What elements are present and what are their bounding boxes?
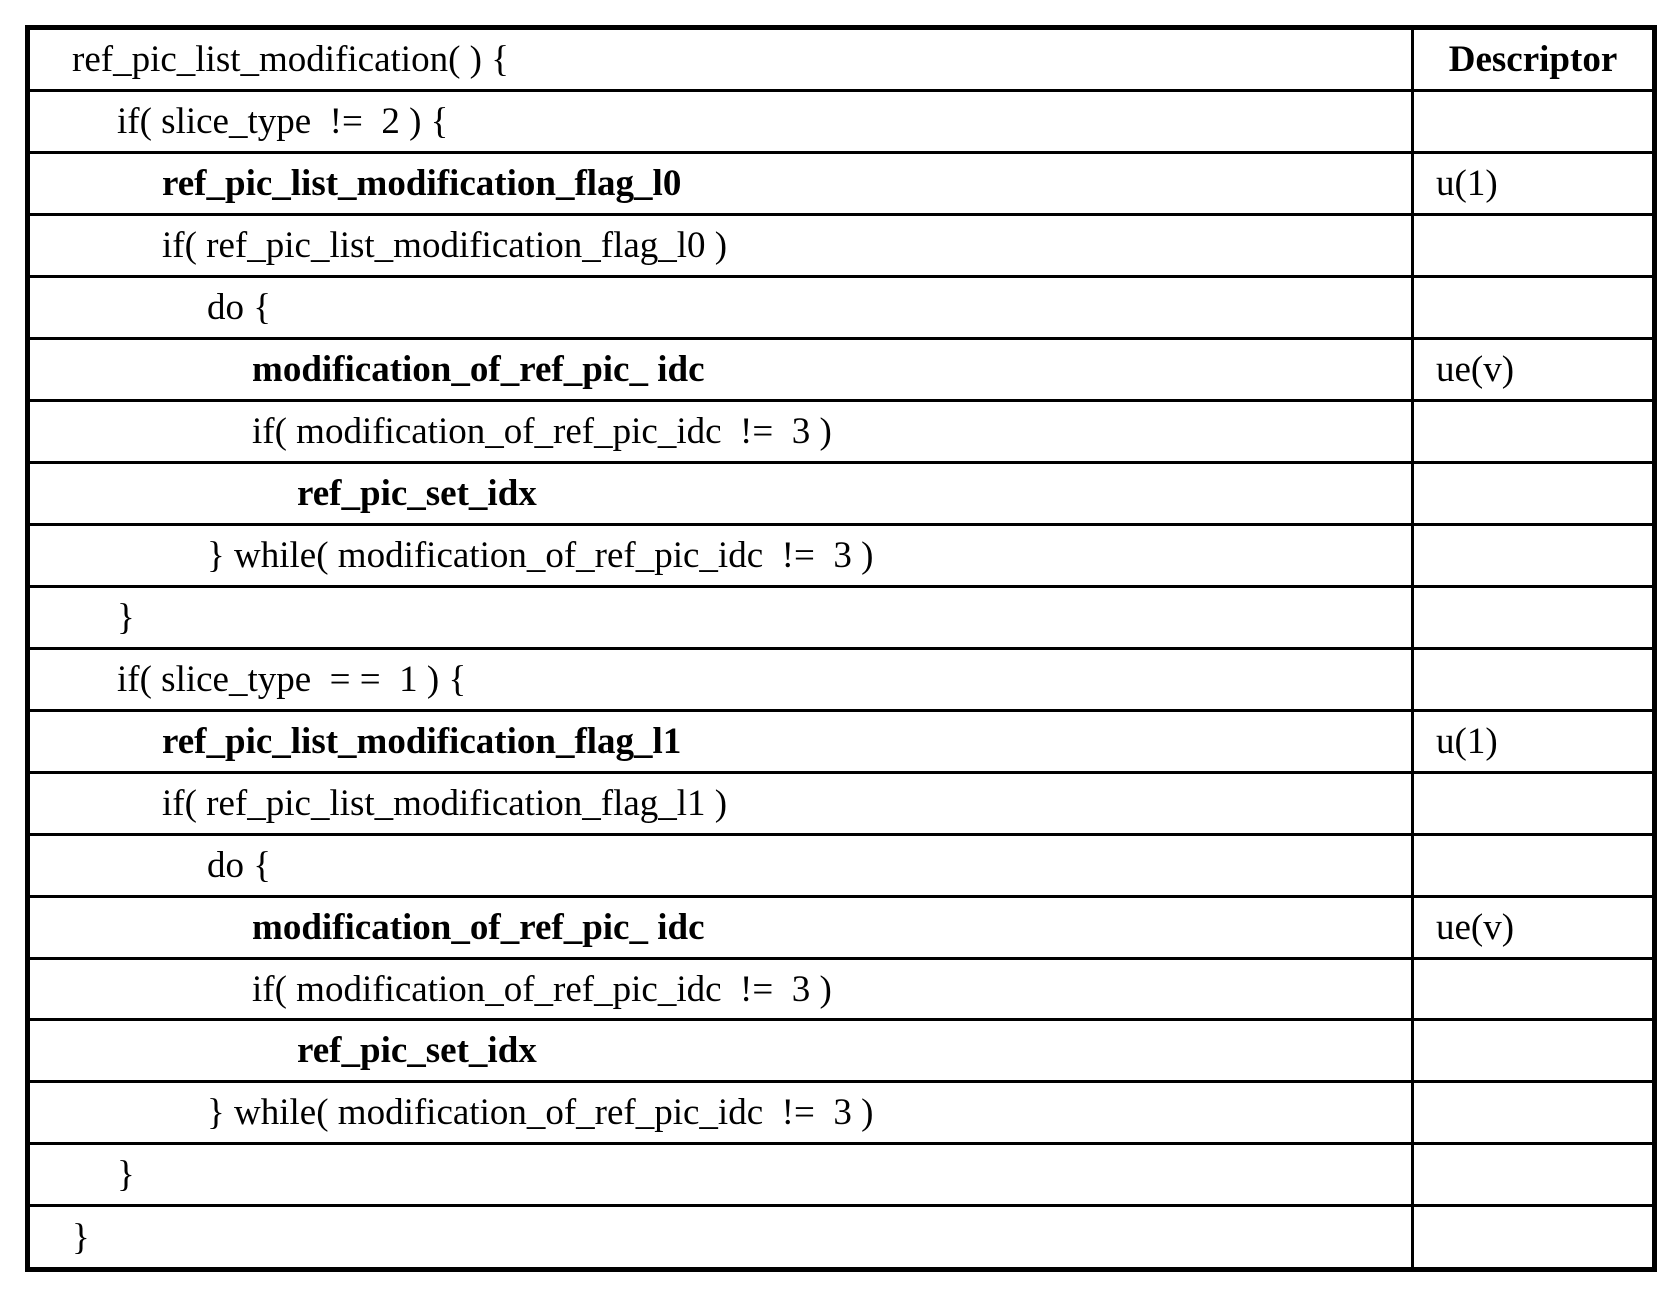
descriptor-cell [1411,275,1656,341]
descriptor-cell [1411,956,1656,1022]
syntax-function-header: ref_pic_list_modification( ) { [26,25,1414,93]
descriptor-cell [1411,399,1656,465]
descriptor-cell [1411,461,1656,526]
syntax-cell: if( modification_of_ref_pic_idc != 3 ) [26,956,1414,1022]
descriptor-cell: ue(v) [1411,894,1656,960]
syntax-table: ref_pic_list_modification( ) { Descripto… [25,25,1657,1272]
descriptor-cell [1411,1080,1656,1146]
descriptor-cell: u(1) [1411,151,1656,217]
table-row: ref_pic_list_modification_flag_l0 u(1) [26,151,1656,217]
descriptor-cell [1411,832,1656,898]
syntax-cell: } while( modification_of_ref_pic_idc != … [26,522,1414,588]
syntax-cell: } [26,584,1414,650]
table-row: ref_pic_set_idx [26,1018,1656,1084]
table-row: modification_of_ref_pic_ idc ue(v) [26,894,1656,960]
table-row: if( modification_of_ref_pic_idc != 3 ) [26,956,1656,1022]
table-row: do { [26,832,1656,898]
descriptor-column-header: Descriptor [1411,25,1656,93]
syntax-cell: ref_pic_set_idx [26,1018,1414,1084]
table-row: if( slice_type = = 1 ) { [26,646,1656,712]
descriptor-cell [1411,213,1656,279]
syntax-cell: ref_pic_set_idx [26,461,1414,526]
syntax-cell: do { [26,275,1414,341]
syntax-cell: if( slice_type = = 1 ) { [26,646,1414,712]
syntax-cell: } [26,1142,1414,1208]
table-row: modification_of_ref_pic_ idc ue(v) [26,337,1656,403]
table-row: if( modification_of_ref_pic_idc != 3 ) [26,399,1656,465]
syntax-cell: if( ref_pic_list_modification_flag_l1 ) [26,770,1414,836]
descriptor-cell [1411,1204,1656,1271]
descriptor-cell: ue(v) [1411,337,1656,403]
syntax-cell: ref_pic_list_modification_flag_l1 [26,708,1414,774]
descriptor-cell [1411,522,1656,588]
table-row: do { [26,275,1656,341]
table-row: } [26,1142,1656,1208]
descriptor-cell [1411,646,1656,712]
syntax-cell: if( ref_pic_list_modification_flag_l0 ) [26,213,1414,279]
table-row: } [26,1204,1656,1271]
table-header-row: ref_pic_list_modification( ) { Descripto… [26,25,1656,93]
syntax-cell: modification_of_ref_pic_ idc [26,337,1414,403]
descriptor-cell: u(1) [1411,708,1656,774]
table-row: } while( modification_of_ref_pic_idc != … [26,1080,1656,1146]
table-row: } while( modification_of_ref_pic_idc != … [26,522,1656,588]
descriptor-cell [1411,1018,1656,1084]
descriptor-cell [1411,584,1656,650]
table-row: if( ref_pic_list_modification_flag_l0 ) [26,213,1656,279]
table-row: if( ref_pic_list_modification_flag_l1 ) [26,770,1656,836]
syntax-cell: if( slice_type != 2 ) { [26,89,1414,155]
syntax-table-body: ref_pic_list_modification( ) { Descripto… [26,25,1656,1271]
table-row: ref_pic_set_idx [26,461,1656,526]
syntax-cell: do { [26,832,1414,898]
descriptor-cell [1411,89,1656,155]
descriptor-cell [1411,1142,1656,1208]
descriptor-cell [1411,770,1656,836]
table-row: ref_pic_list_modification_flag_l1 u(1) [26,708,1656,774]
syntax-cell: if( modification_of_ref_pic_idc != 3 ) [26,399,1414,465]
syntax-cell: modification_of_ref_pic_ idc [26,894,1414,960]
syntax-cell: } while( modification_of_ref_pic_idc != … [26,1080,1414,1146]
syntax-cell: } [26,1204,1414,1271]
table-row: } [26,584,1656,650]
syntax-cell: ref_pic_list_modification_flag_l0 [26,151,1414,217]
table-row: if( slice_type != 2 ) { [26,89,1656,155]
